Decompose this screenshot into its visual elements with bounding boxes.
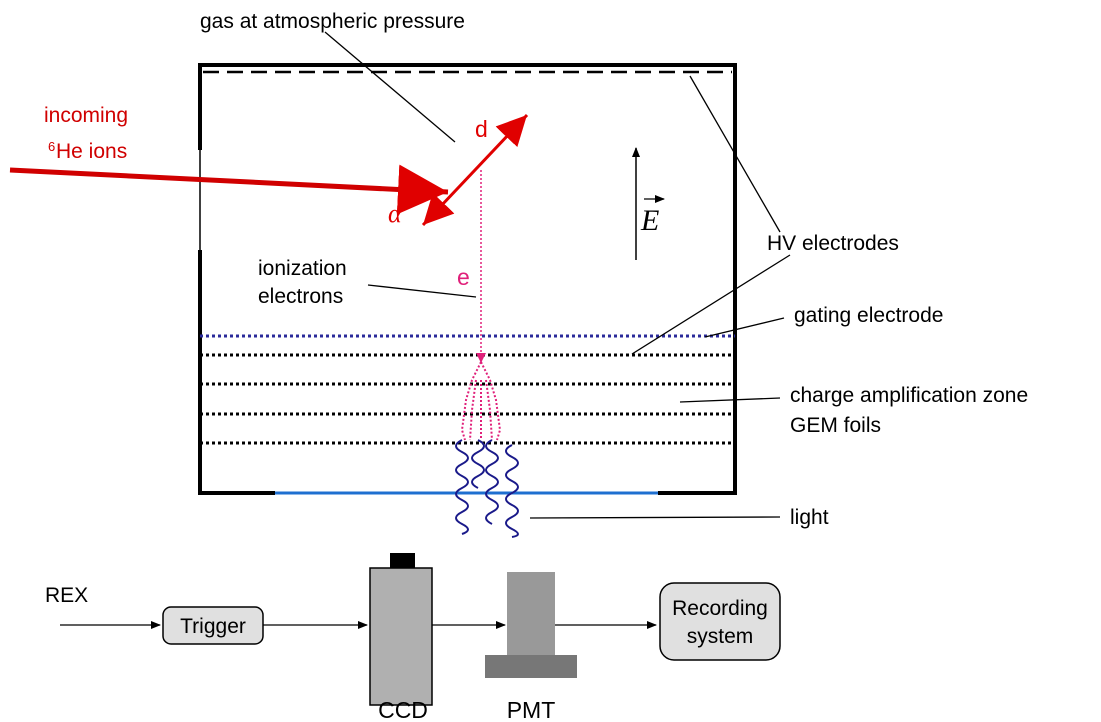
pmt-label: PMT [507,697,556,722]
amp-label: GEM foils [790,414,881,437]
recording-label: Recording [672,597,768,620]
beam-label: He ions [56,140,127,163]
readout-chain [60,553,781,706]
gas-label: gas at atmospheric pressure [200,10,465,33]
trigger-label: Trigger [180,615,246,638]
reaction [9,113,640,538]
field-label: E [640,204,659,237]
beam-sup: 6 [48,139,55,154]
beam-label: incoming [44,104,128,127]
recording-label: system [687,625,754,648]
rex-label: REX [45,584,88,607]
d-label: d [475,116,488,142]
ionization-label: electrons [258,285,343,308]
amp-label: charge amplification zone [790,384,1028,407]
gating-label: gating electrode [794,304,943,327]
e-label: e [457,264,470,290]
alpha-label: α [388,199,403,228]
chamber [198,63,737,495]
ccd-label: CCD [378,697,428,722]
ionization-label: ionization [258,257,347,280]
light-label: light [790,506,829,529]
leaders [324,31,791,519]
hv-label: HV electrodes [767,232,899,255]
